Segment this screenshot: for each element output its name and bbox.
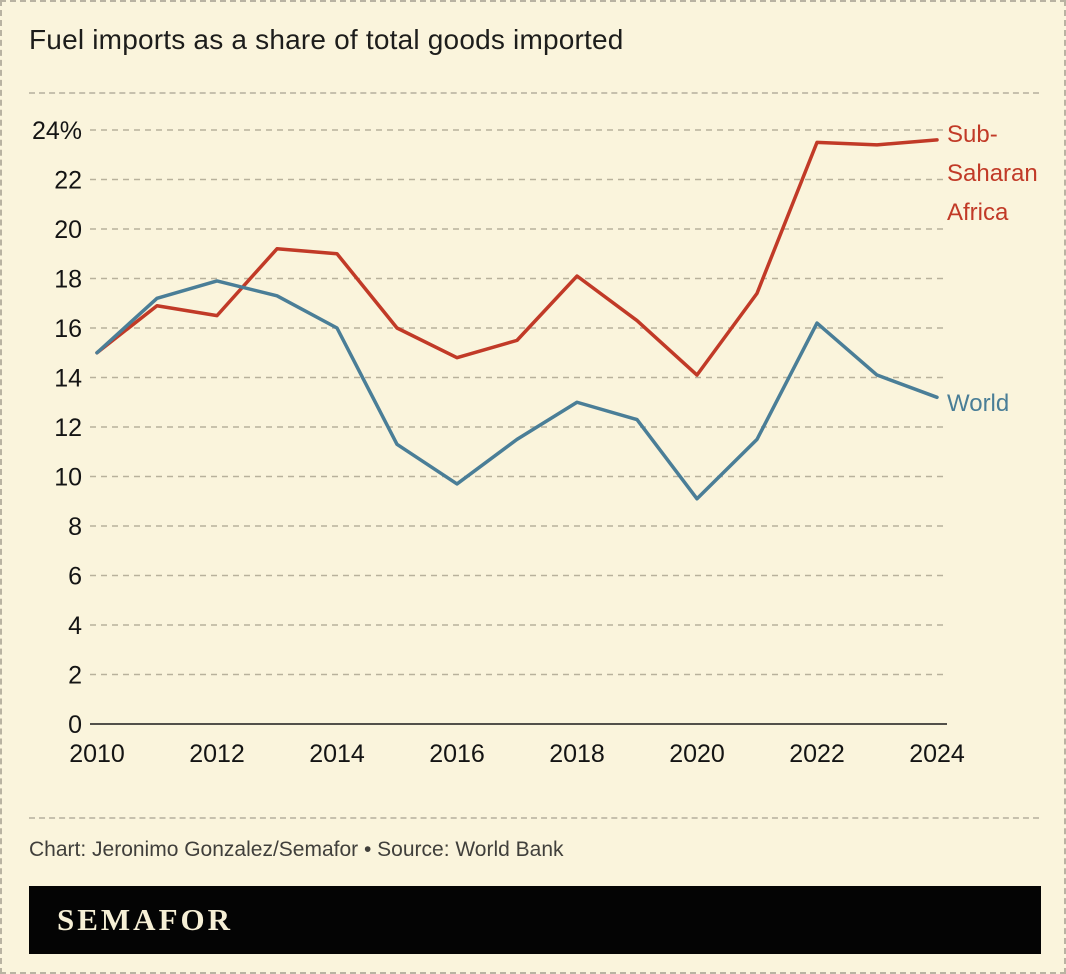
series-line-sub-saharan-africa (95, 138, 939, 377)
semafor-logo: SEMAFOR (57, 902, 233, 937)
credit-line: Chart: Jeronimo Gonzalez/Semafor • Sourc… (29, 838, 564, 861)
x-tick-label: 2024 (909, 740, 965, 768)
x-tick-label: 2010 (69, 740, 125, 768)
y-tick-label: 12 (54, 414, 82, 442)
brand-bar: SEMAFOR (29, 886, 1041, 954)
y-tick-label: 14 (54, 365, 82, 393)
x-tick-label: 2022 (789, 740, 845, 768)
y-tick-label: 2 (68, 662, 82, 690)
series-label-world: World (947, 390, 1010, 417)
y-tick-label: 22 (54, 167, 82, 195)
y-tick-label: 6 (68, 563, 82, 591)
y-tick-label: 20 (54, 216, 82, 244)
y-tick-label: 18 (54, 266, 82, 294)
x-tick-label: 2018 (549, 740, 605, 768)
x-tick-label: 2014 (309, 740, 365, 768)
series-label-sub-saharan-africa: Sub-Saharan Africa (947, 121, 1038, 226)
y-tick-label: 16 (54, 315, 82, 343)
x-tick-label: 2012 (189, 740, 245, 768)
footer-divider (29, 817, 1039, 819)
x-tick-label: 2020 (669, 740, 725, 768)
x-tick-label: 2016 (429, 740, 485, 768)
page-title: Fuel imports as a share of total goods i… (29, 24, 624, 55)
y-tick-label: 10 (54, 464, 82, 492)
y-tick-label: 24% (32, 117, 82, 145)
y-tick-label: 4 (68, 612, 82, 640)
series-line-world (95, 279, 939, 501)
y-tick-label: 8 (68, 513, 82, 541)
title-divider (29, 92, 1039, 94)
y-tick-label: 0 (68, 711, 82, 739)
